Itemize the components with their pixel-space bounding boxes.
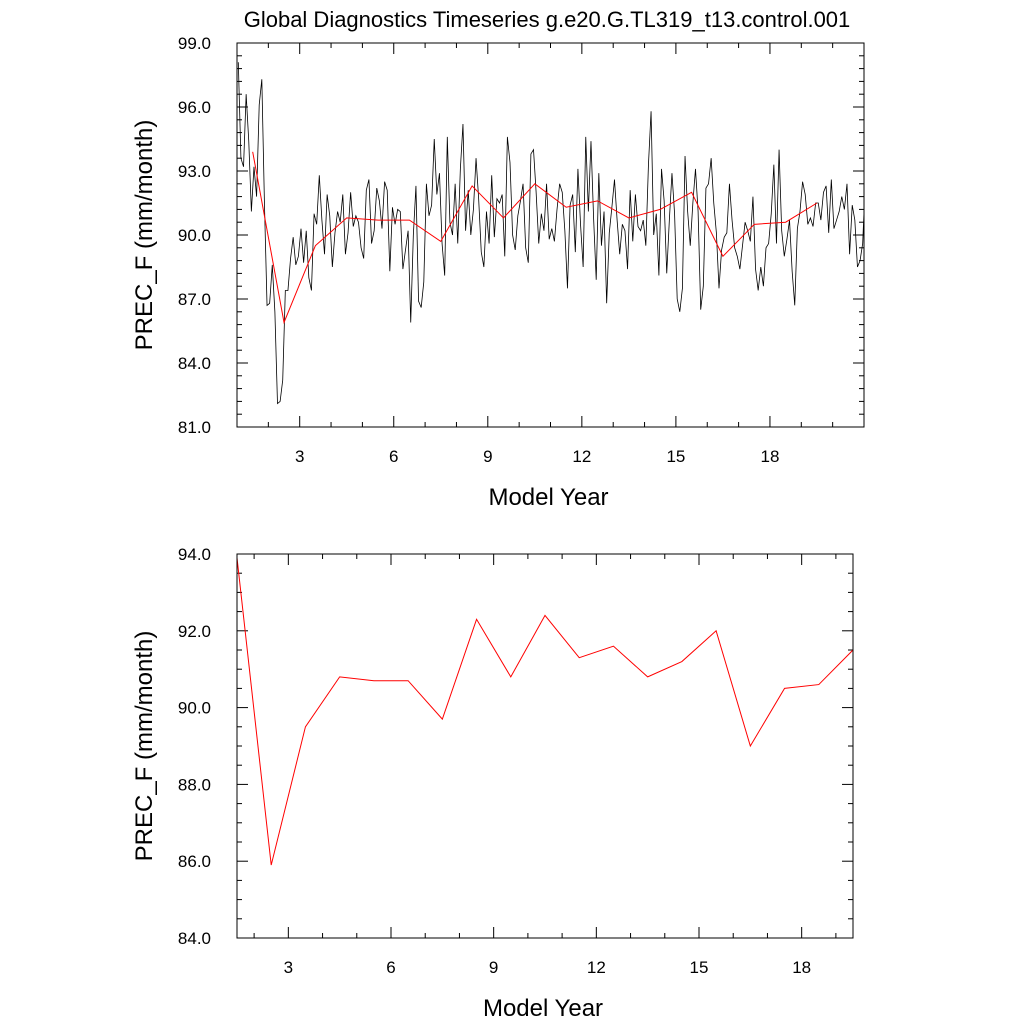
bottom-panel: 3 6 9 12 15 18 84.0 86.0 88.0 90.0 92.0 94.0 Model Y… bbox=[131, 545, 854, 1022]
chart-title: Global Diagnostics Timeseries g.e20.G.TL… bbox=[244, 7, 851, 32]
top-panel: 3 6 9 12 15 18 81.0 84.0 87.0 90.0 93.0 96.0 99.0 Mod… bbox=[131, 34, 865, 511]
p0-y-tick-label: 96.0 bbox=[178, 98, 211, 117]
p0-y-tick-label: 81.0 bbox=[178, 418, 211, 437]
p0-annual-series-line bbox=[252, 151, 818, 325]
p1-y-tick-label: 86.0 bbox=[178, 852, 211, 871]
p1-x-axis-label: Model Year bbox=[483, 995, 603, 1022]
p0-series-group bbox=[237, 62, 864, 405]
p1-x-tick-label: 6 bbox=[386, 958, 395, 977]
p1-x-tick-label: 9 bbox=[489, 958, 498, 977]
p0-x-tick-label: 12 bbox=[572, 447, 591, 466]
p0-x-tick-label: 9 bbox=[483, 447, 492, 466]
p1-y-tick-label: 94.0 bbox=[178, 545, 211, 564]
p1-y-tick-label: 92.0 bbox=[178, 622, 211, 641]
p0-x-tick-label: 3 bbox=[295, 447, 304, 466]
p0-y-tick-label: 84.0 bbox=[178, 354, 211, 373]
p1-x-tick-label: 3 bbox=[284, 958, 293, 977]
p1-y-axis-label: PREC_F (mm/month) bbox=[131, 631, 158, 862]
p0-x-tick-label: 15 bbox=[666, 447, 685, 466]
p0-y-tick-label: 93.0 bbox=[178, 162, 211, 181]
p1-y-tick-label: 90.0 bbox=[178, 699, 211, 718]
p1-x-tick-label: 18 bbox=[792, 958, 811, 977]
p0-monthly-series-line bbox=[237, 62, 864, 405]
p0-y-axis-label: PREC_F (mm/month) bbox=[131, 120, 158, 351]
p0-x-tick-label: 18 bbox=[760, 447, 779, 466]
p0-x-axis-label: Model Year bbox=[488, 484, 608, 511]
p1-x-tick-label: 12 bbox=[587, 958, 606, 977]
p1-x-tick-label: 15 bbox=[690, 958, 709, 977]
p1-plot-frame bbox=[236, 553, 854, 939]
p0-y-tick-label: 87.0 bbox=[178, 290, 211, 309]
p1-annual-series-line bbox=[237, 557, 853, 866]
p0-plot-frame bbox=[236, 42, 865, 428]
p1-y-tick-label: 88.0 bbox=[178, 775, 211, 794]
p0-y-tick-label: 90.0 bbox=[178, 226, 211, 245]
p0-y-tick-label: 99.0 bbox=[178, 34, 211, 53]
p1-series-group bbox=[237, 557, 853, 866]
p1-y-tick-label: 84.0 bbox=[178, 929, 211, 948]
p0-x-tick-label: 6 bbox=[389, 447, 398, 466]
